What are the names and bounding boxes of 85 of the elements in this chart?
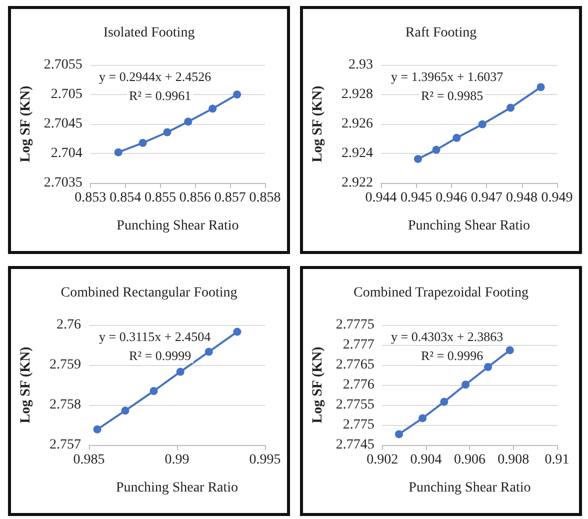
point: [440, 398, 448, 406]
annotation: y = 1.3965x + 1.6037: [391, 69, 504, 84]
x-tick-label: 0.857: [214, 190, 246, 206]
point: [414, 154, 422, 163]
point: [163, 128, 172, 136]
point: [138, 138, 147, 147]
y-tick-label: 2.93: [348, 58, 373, 72]
annotation: R² = 0.9961: [129, 88, 192, 103]
x-tick-label: 0.944: [365, 190, 397, 206]
y-tick-label: 2.7045: [44, 116, 82, 132]
point: [506, 104, 515, 112]
y-axis-title: Log SF (KN): [18, 346, 34, 424]
x-tick-label: 0.946: [436, 190, 468, 206]
y-tick-label: 2.775: [342, 418, 374, 432]
y-tick-label: 2.7035: [44, 176, 82, 190]
x-tick-label: 0.904: [410, 452, 442, 468]
point: [121, 406, 130, 415]
x-tick-label: 0.856: [179, 190, 211, 206]
point: [233, 90, 242, 98]
x-tick-label: 0.902: [366, 452, 398, 468]
y-tick-label: 2.76: [56, 318, 81, 332]
y-tick-label: 2.7055: [44, 58, 82, 72]
y-tick-label: 2.7775: [336, 318, 374, 332]
y-tick-label: 2.924: [342, 146, 373, 161]
point: [418, 414, 427, 422]
x-tick-label: 0.906: [454, 452, 486, 468]
x-tick-label: 0.855: [144, 190, 176, 206]
annotation: R² = 0.9985: [421, 88, 484, 103]
point: [176, 368, 184, 376]
x-axis-title: Punching Shear Ratio: [408, 480, 531, 496]
x-axis-title: Punching Shear Ratio: [408, 218, 530, 234]
annotation: y = 0.2944x + 2.4526: [99, 69, 212, 84]
point: [150, 387, 158, 395]
y-tick-label: 2.7755: [336, 398, 374, 412]
y-tick-label: 2.757: [50, 438, 81, 452]
point: [394, 430, 403, 438]
x-axis-title: Punching Shear Ratio: [116, 218, 239, 234]
point: [208, 104, 217, 113]
x-tick-label: 0.853: [74, 190, 106, 206]
point: [432, 146, 440, 154]
y-tick-label: 2.705: [50, 87, 82, 102]
annotation: R² = 0.9996: [421, 348, 484, 363]
y-tick-label: 2.926: [342, 116, 373, 132]
y-tick-label: 2.922: [342, 176, 373, 190]
annotation: R² = 0.9999: [129, 348, 192, 363]
point: [478, 120, 486, 128]
y-tick-label: 2.704: [50, 146, 82, 161]
x-tick-label: 0.945: [400, 190, 432, 206]
x-tick-label: 0.947: [470, 190, 502, 206]
chart-title: Raft Footing: [405, 26, 477, 40]
x-tick-label: 0.985: [73, 452, 105, 468]
point: [233, 328, 242, 336]
y-tick-label: 2.758: [50, 398, 81, 412]
y-tick-label: 2.777: [342, 338, 374, 352]
x-tick-label: 0.949: [541, 190, 573, 206]
y-tick-label: 2.759: [50, 358, 81, 372]
chart-title: Isolated Footing: [103, 26, 195, 40]
y-tick-label: 2.928: [342, 87, 373, 102]
y-axis-title: Log SF (KN): [18, 85, 34, 162]
y-tick-label: 2.776: [342, 378, 374, 392]
x-axis-title: Punching Shear Ratio: [116, 480, 238, 496]
point: [484, 363, 492, 371]
point: [114, 148, 122, 156]
y-tick-label: 2.7745: [336, 438, 374, 452]
point: [462, 380, 470, 389]
chart-title: Combined Rectangular Footing: [60, 286, 238, 300]
y-tick-label: 2.7765: [336, 358, 374, 372]
x-tick-label: 0.858: [249, 190, 281, 206]
x-tick-label: 0.948: [506, 190, 538, 206]
y-axis-title: Log SF (KN): [310, 346, 326, 424]
x-tick-label: 0.995: [249, 452, 281, 468]
point: [184, 118, 192, 126]
point: [204, 348, 213, 356]
annotation: y = 0.3115x + 2.4504: [99, 329, 212, 344]
point: [536, 83, 545, 92]
point: [93, 425, 102, 434]
x-tick-label: 0.908: [498, 452, 530, 468]
x-tick-label: 0.91: [544, 452, 570, 468]
x-tick-label: 0.99: [164, 452, 190, 468]
x-tick-label: 0.854: [110, 190, 142, 206]
y-axis-title: Log SF (KN): [310, 85, 326, 162]
point: [506, 346, 514, 354]
annotation: y = 0.4303x + 2.3863: [391, 329, 504, 344]
chart-title: Combined Trapezoidal Footing: [354, 286, 528, 300]
point: [452, 134, 461, 142]
